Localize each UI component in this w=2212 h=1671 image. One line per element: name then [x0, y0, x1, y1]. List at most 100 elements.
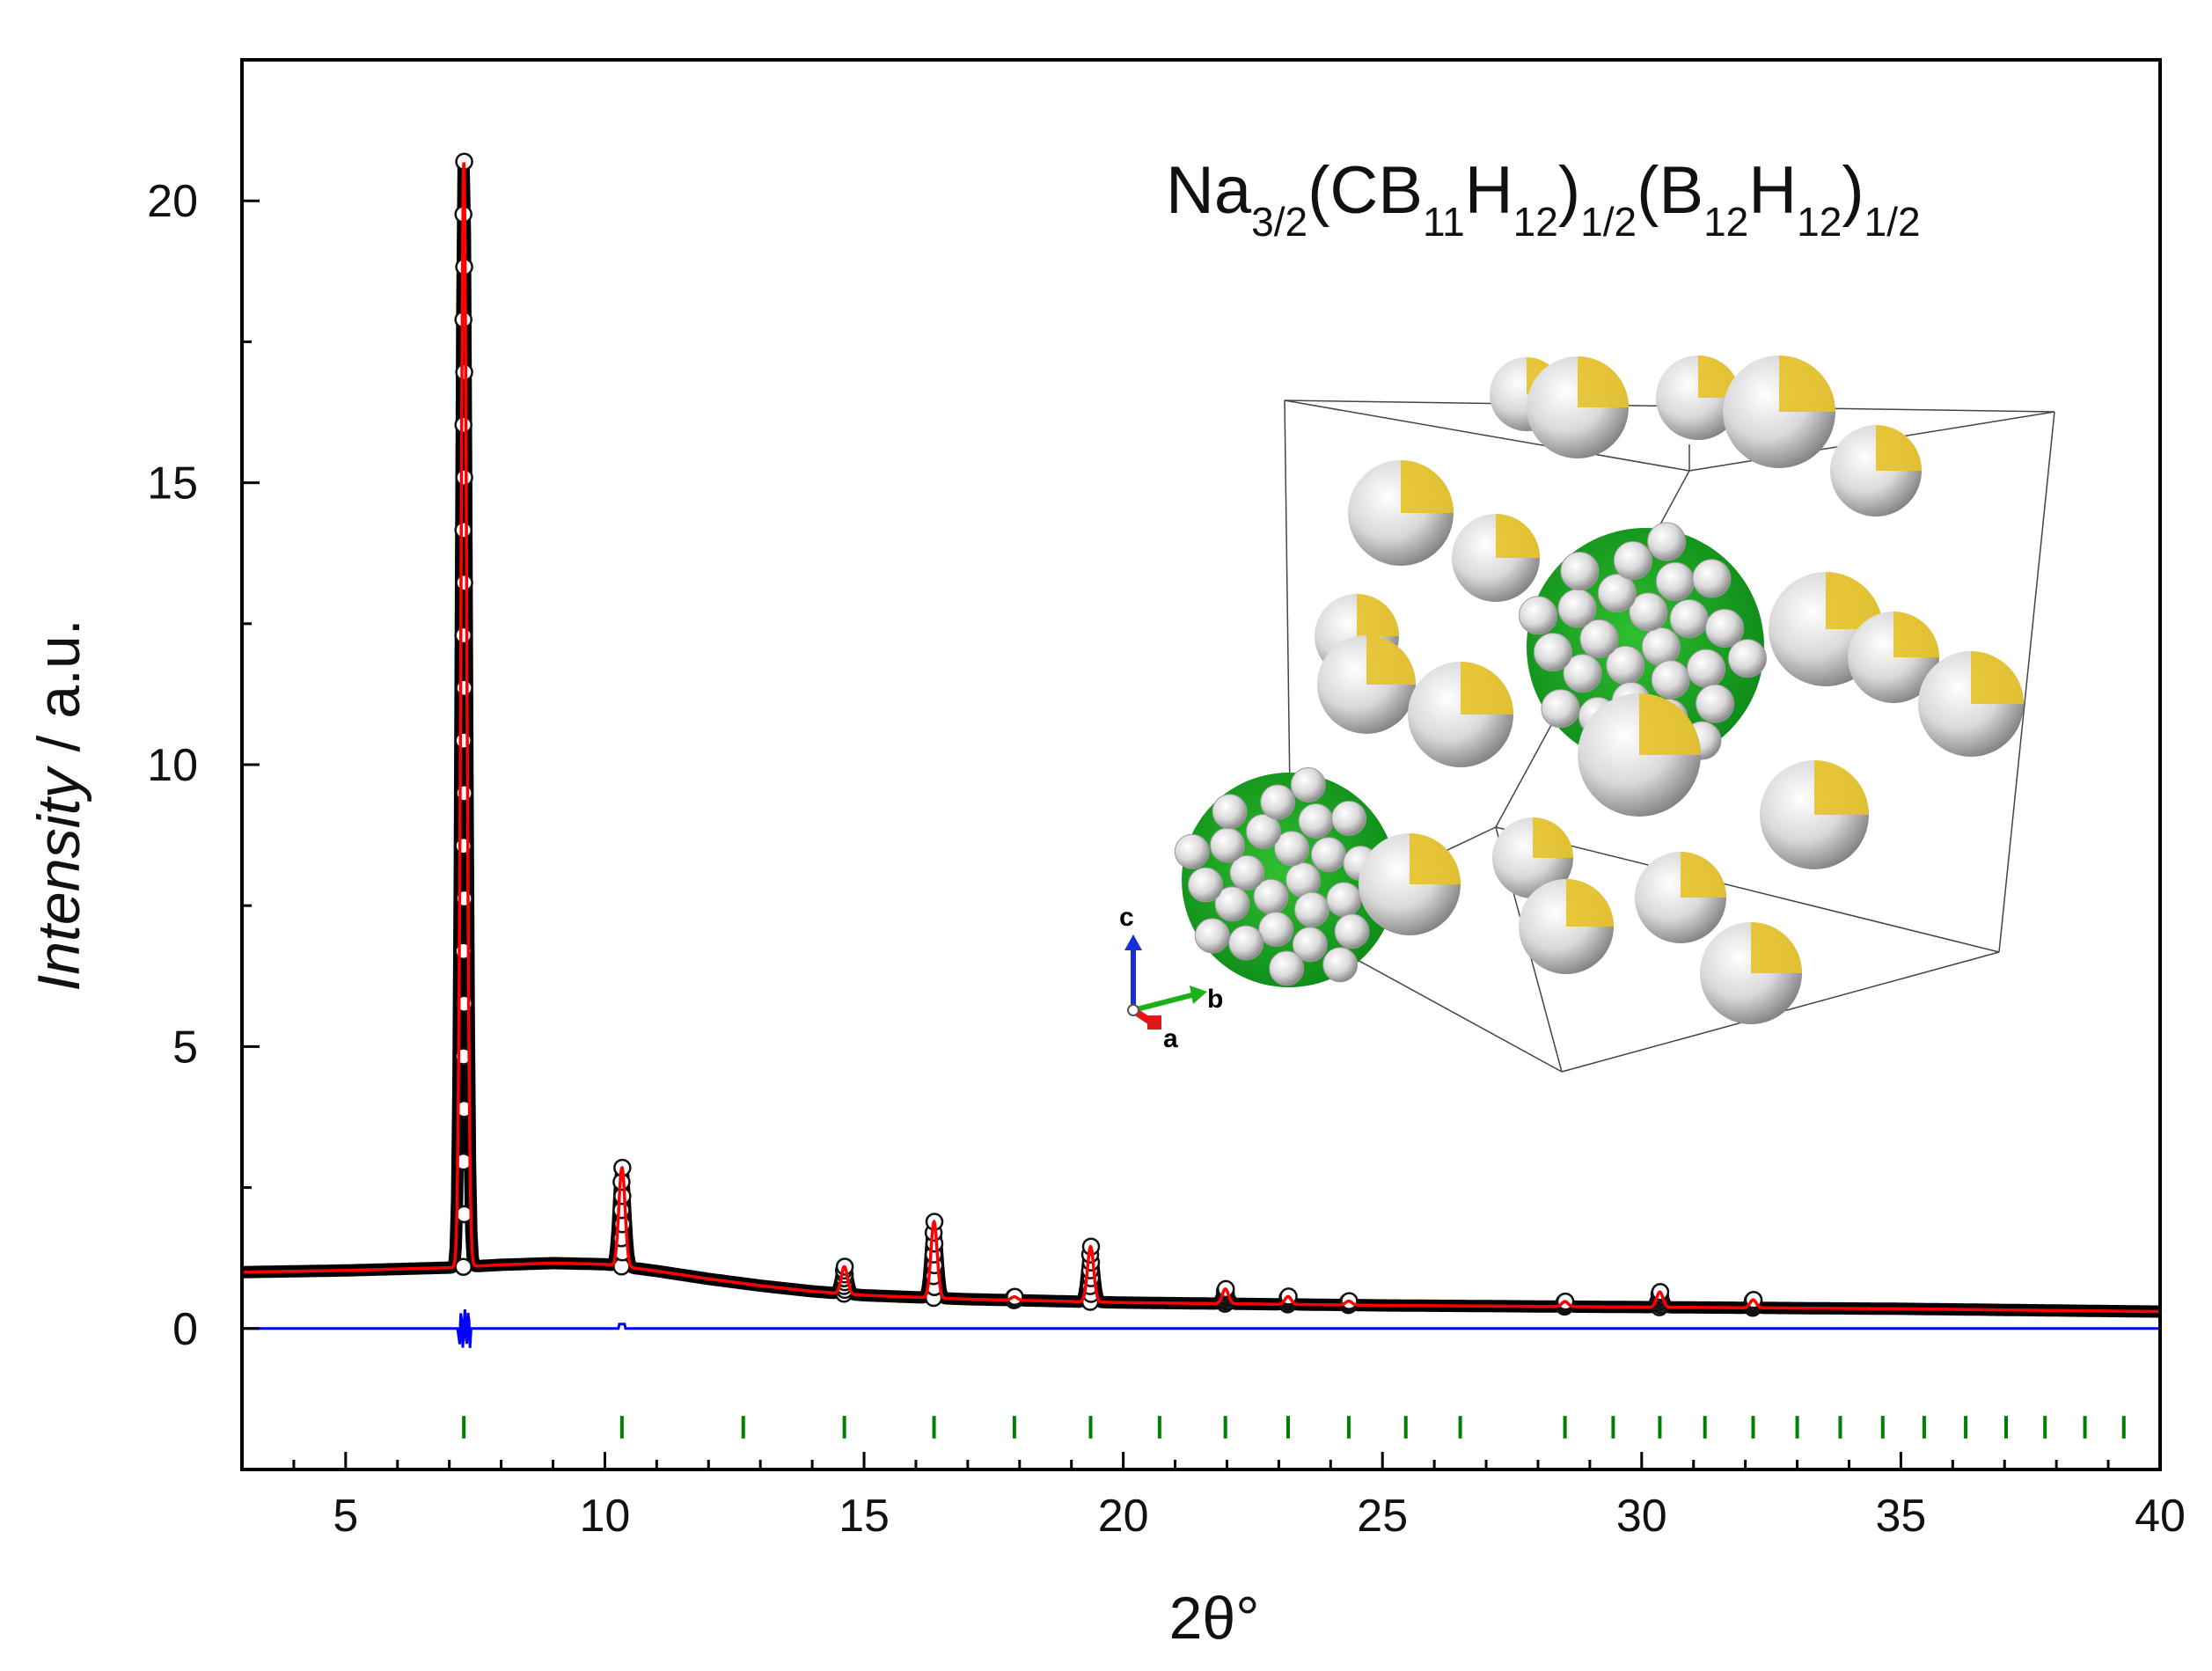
- hydrogen-atom: [1228, 925, 1264, 961]
- b-axis-label: b: [1207, 985, 1223, 1014]
- b-axis-arrow: [1132, 992, 1196, 1013]
- hydrogen-atom: [1579, 619, 1619, 659]
- sodium-atom: [1830, 425, 1922, 517]
- formula-sub: 3/2: [1251, 199, 1307, 245]
- a-axis-arrowhead: [1147, 1015, 1161, 1030]
- hydrogen-atom: [1245, 813, 1281, 849]
- x-tick-label: 40: [2135, 1491, 2186, 1542]
- formula-part: (CB: [1307, 153, 1423, 228]
- formula-sub: 12: [1513, 199, 1558, 245]
- hydrogen-atom: [1519, 596, 1558, 635]
- sodium-wedge: [1876, 425, 1922, 471]
- observed-series: [237, 159, 2165, 1318]
- x-axis-title: 2θ°: [1169, 1585, 1260, 1652]
- formula-sub: 11: [1423, 199, 1465, 245]
- sodium-wedge: [1751, 922, 1802, 973]
- hydrogen-atom: [1310, 837, 1346, 873]
- plot-frame: [240, 58, 2162, 1471]
- hydrogen-atom: [1641, 627, 1681, 667]
- tick-labels: 5 10 15 20 25 30 35 40 0 5 10 15 20: [147, 176, 2186, 1542]
- sodium-atom: [1348, 460, 1454, 566]
- hydrogen-atom: [1669, 599, 1709, 639]
- sodium-atom: [1408, 662, 1513, 767]
- x-tick-label: 15: [839, 1491, 890, 1542]
- sodium-atom: [1760, 760, 1869, 869]
- hydrogen-atom: [1258, 912, 1294, 948]
- hydrogen-atom: [1629, 592, 1668, 632]
- calculated-series: [242, 162, 2160, 1314]
- sodium-atom: [1527, 356, 1629, 458]
- hydrogen-atom: [1692, 559, 1732, 598]
- sodium-atom: [1519, 879, 1614, 974]
- hydrogen-atom: [1331, 800, 1367, 836]
- sodium-atom: [1317, 635, 1416, 734]
- hydrogen-atom: [1704, 608, 1745, 649]
- hydrogen-atom: [1260, 784, 1296, 820]
- sodium-wedge: [1779, 355, 1835, 412]
- x-tick-label: 5: [333, 1491, 358, 1542]
- compound-formula: Na3/2(CB11H12)1/2(B12H12)1/2: [1166, 153, 1921, 245]
- hydrogen-atom: [1293, 891, 1329, 927]
- formula-sub: 12: [1797, 199, 1842, 245]
- hydrogen-atom: [1655, 561, 1695, 601]
- hydrogen-atom: [1292, 927, 1328, 963]
- sodium-wedge: [1639, 693, 1701, 755]
- hydrogen-atom: [1214, 886, 1250, 922]
- formula-part: ): [1558, 153, 1580, 228]
- hydrogen-atom: [1613, 540, 1652, 581]
- hydrogen-atom: [1651, 660, 1690, 700]
- y-tick-label: 5: [172, 1022, 198, 1073]
- difference-series: [242, 1308, 2159, 1348]
- plot-area: [237, 152, 2165, 1439]
- b-axis-arrowhead: [1190, 986, 1207, 1004]
- y-axis-title: Intensity / a.u.: [26, 619, 92, 991]
- hydrogen-atom: [1727, 639, 1767, 678]
- sodium-wedge: [1496, 514, 1540, 558]
- hydrogen-atom: [1285, 861, 1322, 898]
- triad-origin: [1127, 1004, 1139, 1016]
- hydrogen-atom: [1557, 589, 1597, 628]
- observed-point: [454, 1257, 472, 1276]
- sodium-wedge: [1410, 833, 1461, 884]
- formula-part: H: [1748, 153, 1797, 228]
- sodium-wedge: [1578, 356, 1629, 407]
- sodium-wedge: [1893, 612, 1939, 657]
- hydrogen-atom: [1696, 684, 1735, 723]
- sodium-atom: [1848, 612, 1939, 703]
- x-tick-label: 30: [1616, 1491, 1667, 1542]
- hydrogen-atom: [1209, 827, 1246, 863]
- unit-cell-edge: [1998, 411, 2055, 953]
- observed-point: [455, 573, 473, 592]
- formula-sub: 1/2: [1864, 199, 1921, 245]
- hydrogen-atom: [1212, 794, 1248, 830]
- hydrogen-atom: [1194, 918, 1230, 954]
- x-tick-label: 25: [1357, 1491, 1408, 1542]
- observed-point: [455, 678, 473, 698]
- sodium-atom: [1492, 817, 1573, 898]
- hydrogen-atom: [1541, 689, 1580, 729]
- hydrogen-atom: [1174, 833, 1210, 869]
- sodium-atom: [1452, 514, 1540, 602]
- sodium-wedge: [1971, 651, 2024, 704]
- sodium-atom: [1723, 355, 1835, 468]
- hydrogen-atom: [1563, 654, 1602, 693]
- hydrogen-atom: [1597, 573, 1637, 613]
- reflection-markers: [462, 1416, 2126, 1439]
- formula-sub: 1/2: [1580, 199, 1637, 245]
- c-axis-arrowhead: [1124, 934, 1142, 950]
- y-tick-label: 20: [147, 176, 198, 227]
- sodium-wedge: [1826, 572, 1883, 629]
- hydrogen-atom: [1269, 950, 1305, 986]
- formula-part: ): [1842, 153, 1864, 228]
- sodium-atom: [1359, 833, 1461, 935]
- sodium-atom: [1918, 651, 2024, 757]
- sodium-atom: [1578, 693, 1701, 817]
- sodium-atom: [1635, 852, 1726, 943]
- formula-part: (B: [1637, 153, 1703, 228]
- hydrogen-atom: [1229, 854, 1265, 890]
- x-tick-label: 35: [1875, 1491, 1926, 1542]
- formula-sub: 12: [1703, 199, 1748, 245]
- hydrogen-atom: [1290, 766, 1326, 803]
- unit-cell-edge: [1284, 399, 1690, 472]
- borane-cluster: [1174, 766, 1399, 987]
